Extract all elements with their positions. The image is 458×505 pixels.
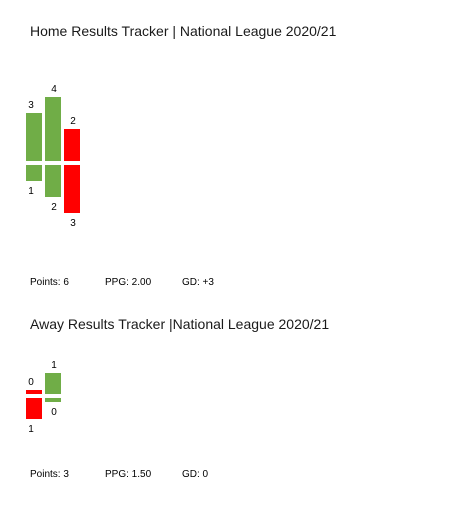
home-bar-1-above: [26, 113, 42, 161]
home-bar-3-above-label: 2: [70, 116, 76, 127]
home-bar-3-above: [64, 129, 80, 161]
away-bar-2-below: [45, 398, 61, 402]
away-bar-1-above: [26, 390, 42, 394]
home-tracker-title: Home Results Tracker | National League 2…: [30, 23, 337, 39]
home-bar-3-below: [64, 165, 80, 213]
home-points: Points: 6: [30, 277, 69, 288]
away-bar-2-below-label: 0: [51, 407, 57, 418]
away-results-chart: 0 1 1 0: [26, 360, 61, 435]
home-ppg: PPG: 2.00: [105, 277, 152, 288]
away-ppg: PPG: 1.50: [105, 469, 152, 480]
home-bar-2-above-label: 4: [51, 84, 57, 95]
away-bar-2-above: [45, 373, 61, 394]
home-bar-2-below-label: 2: [51, 202, 57, 213]
home-bar-2-below: [45, 165, 61, 197]
home-bar-3-below-label: 3: [70, 218, 76, 229]
away-goal-difference: GD: 0: [182, 469, 209, 480]
home-goal-difference: GD: +3: [182, 277, 214, 288]
away-points: Points: 3: [30, 469, 69, 480]
away-tracker-title: Away Results Tracker |National League 20…: [30, 316, 330, 332]
home-bar-1-below: [26, 165, 42, 181]
home-bar-1-below-label: 1: [28, 186, 34, 197]
away-bar-2-above-label: 1: [51, 360, 57, 371]
away-bar-1-below: [26, 398, 42, 419]
home-bar-2-above: [45, 97, 61, 161]
away-bar-1-below-label: 1: [28, 424, 34, 435]
home-bar-1-above-label: 3: [28, 100, 34, 111]
home-results-chart: 3 1 4 2 2 3: [26, 84, 80, 229]
away-bar-1-above-label: 0: [28, 377, 34, 388]
